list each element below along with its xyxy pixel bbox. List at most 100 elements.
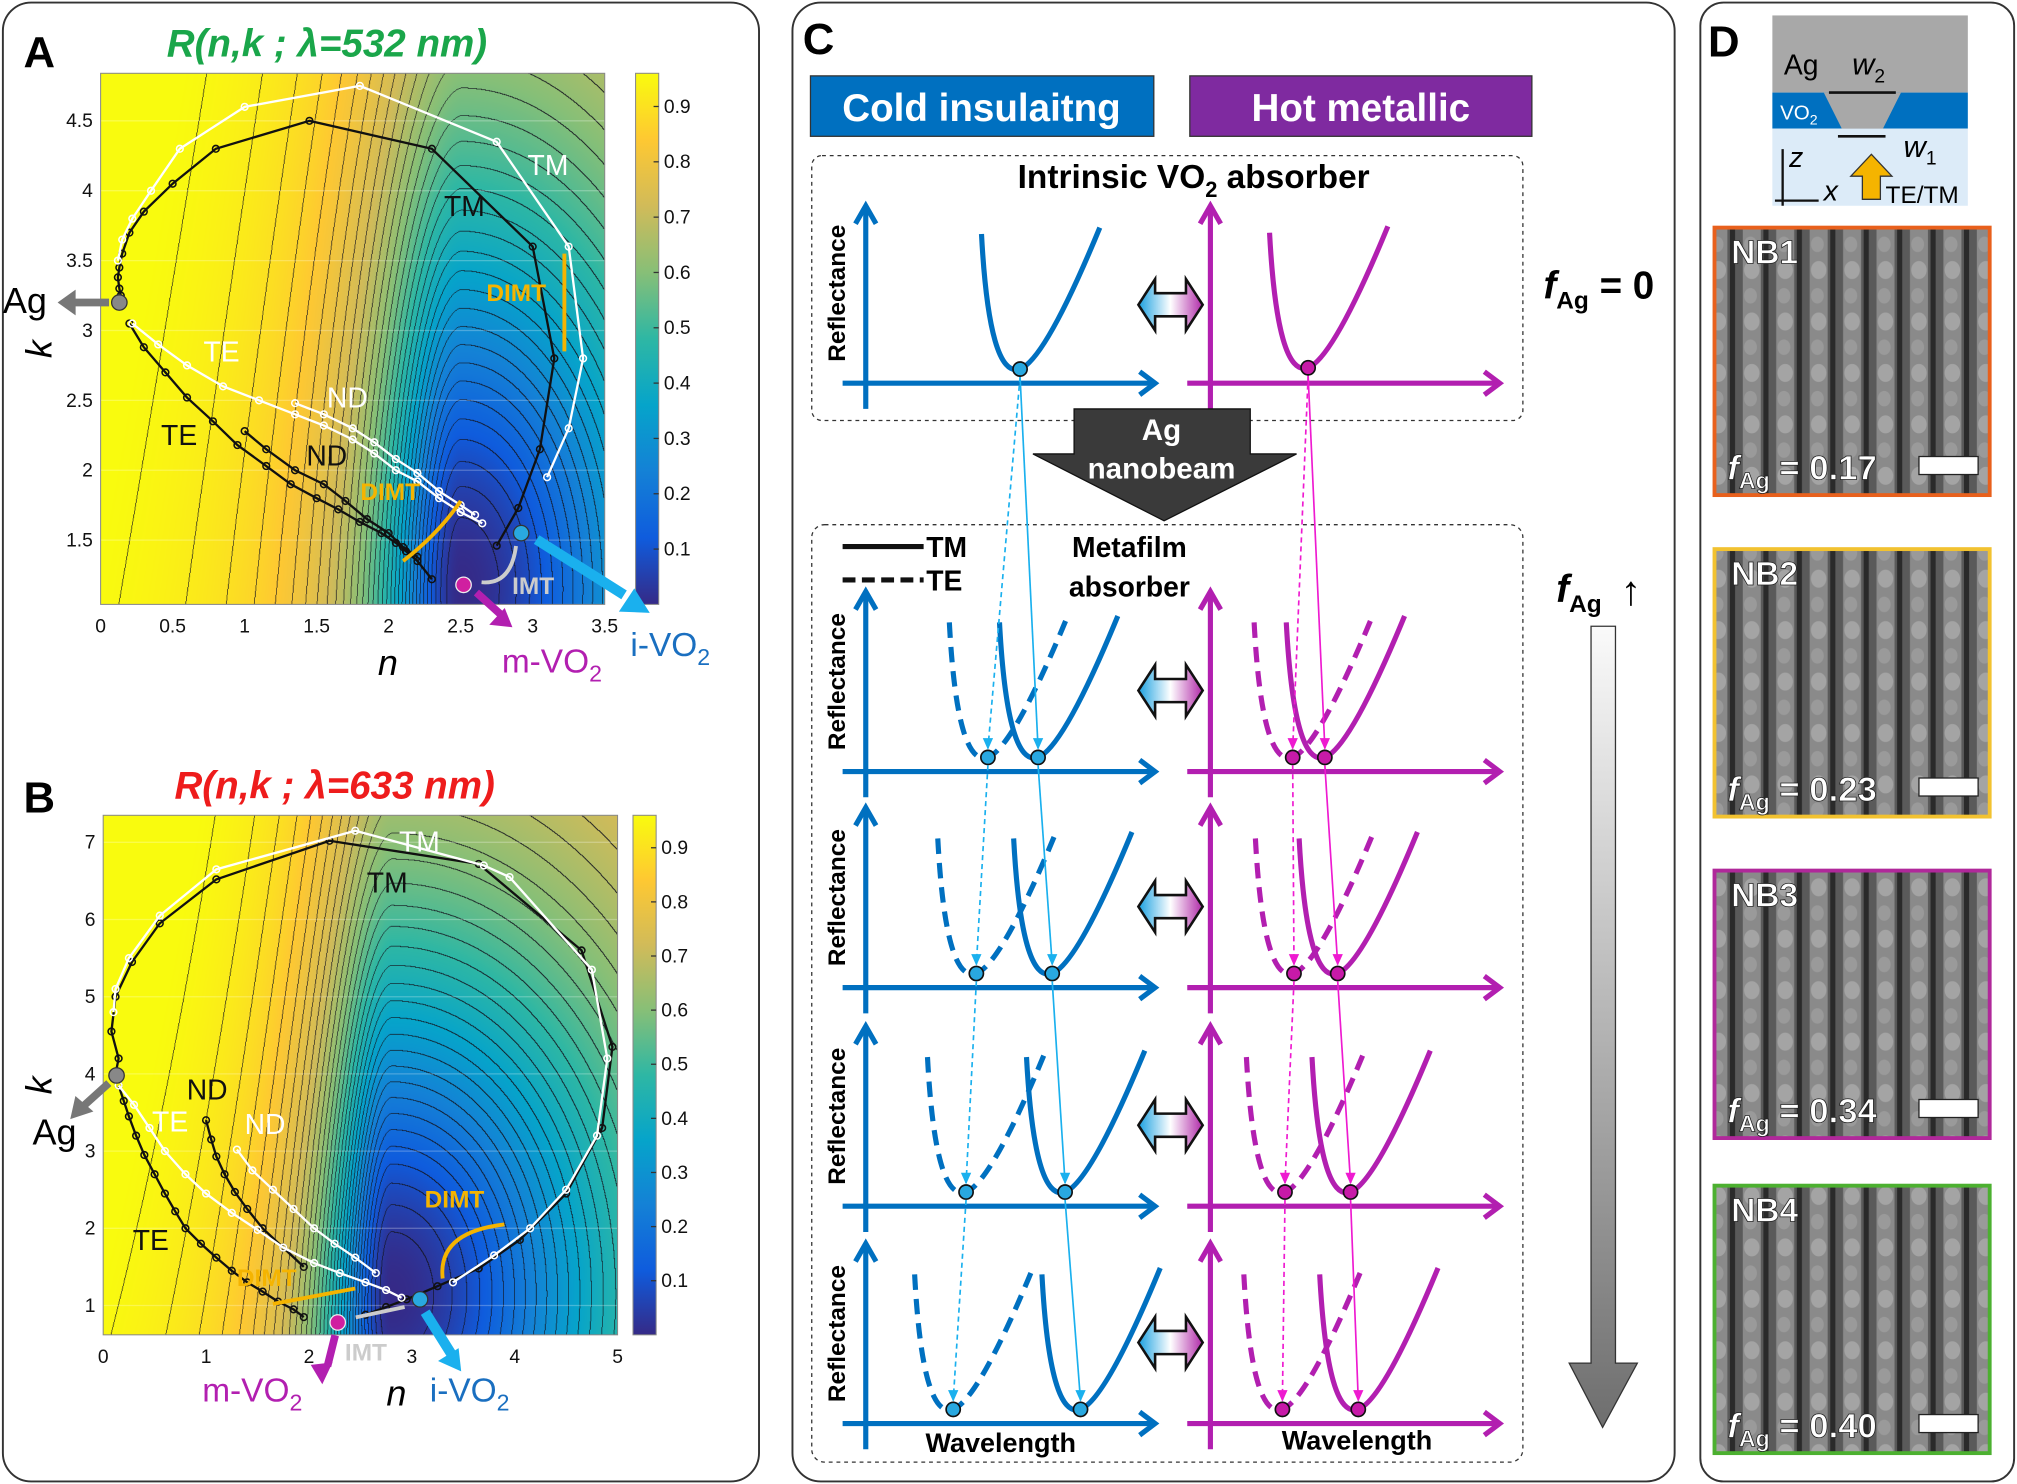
te-label: TE [161,419,197,451]
series-point [330,1239,339,1248]
sem-image-nb4 [1712,1183,1992,1456]
reflectance-minimum-dot [1030,749,1046,766]
series-point [290,466,300,475]
series-point [201,1189,211,1198]
series-point [603,1054,612,1063]
axes-icon [1774,149,1819,206]
y-tick-label: 3 [85,1142,96,1163]
y-tick-label: 3 [82,321,93,342]
series-point [131,1131,141,1140]
ag-label: Ag [1784,49,1819,81]
shift-connector-line [1281,1199,1286,1401]
y-tick-label: 3.5 [66,251,93,272]
y-tick-label: 7 [85,833,96,854]
vo2-label-part: VO [1780,102,1810,125]
tm-curve [1266,225,1391,371]
tm-curve [996,614,1121,761]
colorbar-tick-label: 0.8 [664,152,691,173]
series-point [233,440,242,450]
colorbar-tick-label: 0.4 [661,1109,688,1130]
x-tick-label: 4 [509,1347,520,1368]
x-axis-label: n [386,1373,406,1414]
series-point [124,953,134,963]
series-point [413,468,422,478]
series-point [146,186,156,195]
i-vo2-label: i-VO2 [430,1373,510,1416]
series-point [128,319,137,328]
m-vo2-arrowhead [310,1362,333,1385]
y-axis-arrowhead [1197,1021,1223,1046]
scale-bar [1918,455,1979,476]
colorbar-tick-label: 0.5 [661,1055,688,1076]
m-vo2-arrowhead [489,607,513,628]
series-point [268,1185,278,1194]
imt-label: IMT [345,1340,387,1367]
i-vo2-label-part: i-VO [430,1373,497,1410]
tm-curve [1309,1049,1433,1196]
series-point [212,1253,221,1262]
shift-arrowhead [960,1172,972,1185]
series-point [348,424,357,433]
series-point [478,519,487,528]
x-tick-label: 2 [383,617,394,638]
ag-arrowhead [70,1096,94,1120]
colorbar-tick-label: 0.7 [661,946,688,967]
shift-connector-line [1324,765,1339,965]
series-point [448,1278,458,1287]
series-line [128,322,433,580]
x-axis-arrowhead [1138,757,1160,786]
series-point [335,1268,344,1278]
shift-connector-line [965,981,978,1184]
series-point [161,368,170,377]
reflectance-minimum-dot [1072,1401,1089,1418]
series-point [299,1262,308,1272]
i-vo2-arrow [533,535,627,600]
x-axis-arrowhead [1138,369,1160,397]
series-line [243,430,419,558]
series-point [535,445,545,454]
colorbar-tick-label: 0.4 [664,374,691,395]
dimt-label: DIMT [237,1265,297,1292]
tm-label: TM [444,190,485,222]
shift-arrowhead [1059,1172,1071,1185]
dimt-label: DIMT [360,479,420,506]
series-point [528,242,537,251]
reflectance-minimum-dot [1350,1401,1367,1418]
y-tick-label: 1 [85,1296,96,1317]
plot-frame [102,814,619,1336]
chart-title: R(n,k ; λ=633 nm) [174,765,494,808]
x-tick-label: 0 [98,1347,109,1368]
f-ag-value-part: = 0.17 [1770,450,1877,488]
shift-connector-line [1307,375,1326,749]
x-tick-label: 1 [239,617,250,638]
series-point [309,1224,319,1233]
y-tick-label: 1.5 [66,531,93,552]
reflectance-minimum-dot [1300,359,1317,376]
series-point [262,445,271,454]
intrinsic-title-part: Intrinsic VO [1018,159,1206,196]
f-ag-value-part: Ag [1739,789,1770,815]
sem-image-nb1 [1712,225,1992,498]
ag-arrowhead [57,289,76,316]
legend-te-label: TE [926,564,962,596]
reflectance-minimum-dot [1044,965,1061,982]
series-point [592,1131,602,1140]
colorbar-tick-label: 0.6 [664,263,691,284]
shift-arrowhead [1288,954,1300,966]
reflectance-label: Reflectance [824,613,851,750]
w2-label-part: w [1852,47,1876,82]
series-point [334,505,343,514]
series-point [397,1293,406,1302]
shift-arrowhead [1319,738,1330,750]
series-point [243,1278,252,1287]
z-axis-label: z [1788,141,1803,173]
series-point [139,343,148,352]
shift-connector-line [952,1199,967,1401]
shift-arrowhead [1047,954,1058,966]
reflectance-label: Reflectance [824,829,851,966]
series-point [230,1187,239,1197]
shift-connector-line [1037,765,1054,965]
colorbar-tick-label: 0.5 [664,318,691,339]
x-tick-label: 5 [612,1347,623,1368]
